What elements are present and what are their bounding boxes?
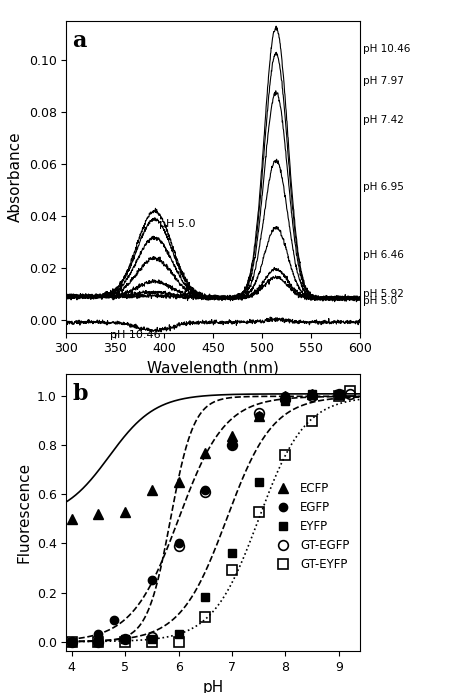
Text: a: a bbox=[72, 30, 87, 52]
Text: pH 5.0: pH 5.0 bbox=[363, 297, 397, 306]
Text: pH 10.46: pH 10.46 bbox=[109, 330, 160, 340]
Text: pH 7.42: pH 7.42 bbox=[363, 114, 404, 125]
Text: pH 6.95: pH 6.95 bbox=[363, 182, 404, 192]
Text: pH 5.0: pH 5.0 bbox=[159, 219, 196, 229]
Y-axis label: Fluorescence: Fluorescence bbox=[16, 462, 31, 563]
Legend: ECFP, EGFP, EYFP, GT-EGFP, GT-EYFP: ECFP, EGFP, EYFP, GT-EGFP, GT-EYFP bbox=[266, 477, 355, 576]
Text: pH 5.92: pH 5.92 bbox=[363, 289, 404, 299]
Text: pH 10.46: pH 10.46 bbox=[363, 44, 410, 54]
Text: b: b bbox=[72, 383, 88, 405]
X-axis label: pH: pH bbox=[203, 680, 224, 693]
X-axis label: Wavelength (nm): Wavelength (nm) bbox=[147, 361, 279, 376]
Y-axis label: Absorbance: Absorbance bbox=[8, 132, 23, 222]
Text: pH 7.97: pH 7.97 bbox=[363, 76, 404, 85]
Text: pH 6.46: pH 6.46 bbox=[363, 249, 404, 260]
